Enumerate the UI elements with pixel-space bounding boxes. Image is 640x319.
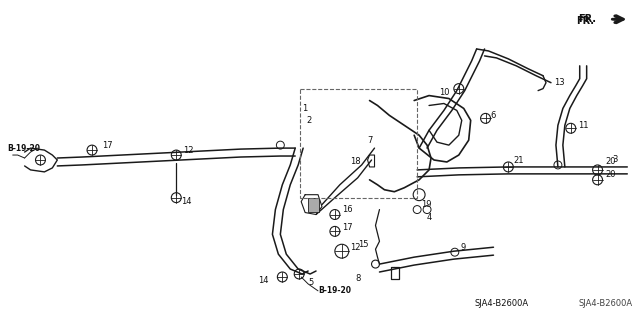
Bar xyxy=(300,89,417,198)
Bar xyxy=(308,198,319,211)
Text: 12: 12 xyxy=(183,145,194,155)
Text: B-19-20: B-19-20 xyxy=(7,144,40,152)
Text: 20: 20 xyxy=(605,158,616,167)
Text: 12: 12 xyxy=(349,243,360,252)
Text: 15: 15 xyxy=(358,240,368,249)
Text: 11: 11 xyxy=(578,121,588,130)
Text: 16: 16 xyxy=(342,205,353,214)
Text: FR.: FR. xyxy=(578,14,596,24)
Text: 14: 14 xyxy=(181,197,192,206)
Text: 14: 14 xyxy=(259,277,269,286)
Text: 2: 2 xyxy=(306,116,312,125)
Text: 17: 17 xyxy=(342,223,353,232)
Text: 5: 5 xyxy=(308,278,314,287)
Text: 1: 1 xyxy=(302,104,307,113)
Text: 17: 17 xyxy=(102,141,113,150)
Text: 8: 8 xyxy=(356,274,361,284)
Text: B-19-20: B-19-20 xyxy=(318,286,351,295)
Text: 9: 9 xyxy=(461,243,466,252)
Text: 20: 20 xyxy=(605,170,616,179)
Text: 19: 19 xyxy=(421,200,431,209)
Text: SJA4-B2600A: SJA4-B2600A xyxy=(578,299,632,308)
Text: 10: 10 xyxy=(439,88,449,97)
Text: 4: 4 xyxy=(427,213,432,222)
Text: 13: 13 xyxy=(554,78,564,87)
Text: 3: 3 xyxy=(612,155,618,165)
Text: 21: 21 xyxy=(513,157,524,166)
Text: SJA4-B2600A: SJA4-B2600A xyxy=(474,299,528,308)
Text: 7: 7 xyxy=(367,136,372,145)
Text: FR.: FR. xyxy=(577,16,595,26)
Text: 6: 6 xyxy=(490,111,496,120)
Text: 18: 18 xyxy=(349,158,360,167)
